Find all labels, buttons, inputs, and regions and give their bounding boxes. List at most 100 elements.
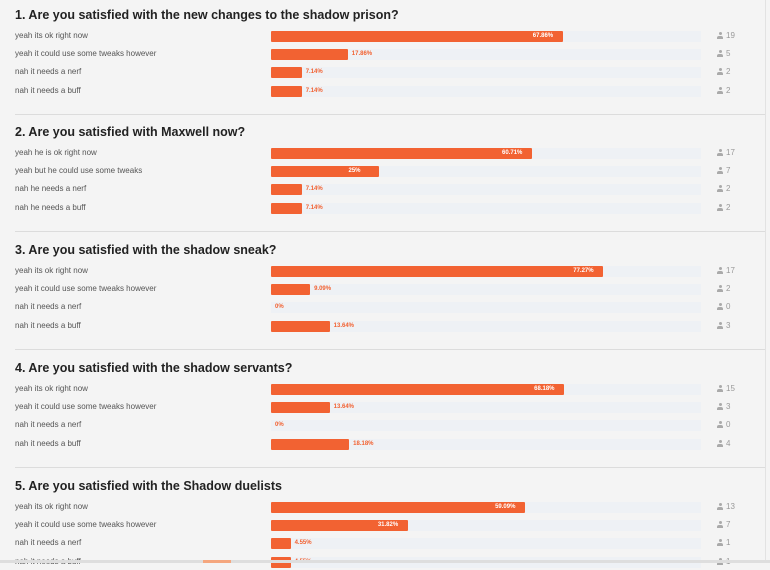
result-bar-track: 13.64% <box>271 402 701 413</box>
question-title: 4. Are you satisfied with the shadow ser… <box>15 361 293 375</box>
percent-label: 0% <box>275 304 284 310</box>
poll-option-row: nah it needs a nerf 0% 0 <box>0 301 765 315</box>
poll-option-row: yeah its ok right now 59.09% 13 <box>0 501 765 515</box>
vote-count-value: 2 <box>726 86 731 95</box>
percent-label: 31.82% <box>377 522 399 528</box>
vote-count-value: 17 <box>726 266 735 275</box>
percent-label: 0% <box>275 422 284 428</box>
user-icon <box>717 87 723 94</box>
result-bar-fill <box>271 439 350 450</box>
result-bar-track: 17.86% <box>271 49 701 60</box>
result-bar-track: 31.82% <box>271 520 701 531</box>
option-label: nah it needs a buff <box>15 439 81 448</box>
option-label: nah he needs a nerf <box>15 184 87 193</box>
scrollbar-thumb[interactable] <box>203 560 231 563</box>
vote-count-value: 17 <box>726 148 735 157</box>
result-bar-fill <box>271 49 348 60</box>
horizontal-scrollbar[interactable] <box>0 560 770 563</box>
user-icon <box>717 50 723 57</box>
user-icon <box>717 385 723 392</box>
vote-count: 5 <box>717 48 730 60</box>
vote-count: 19 <box>717 30 735 42</box>
vote-count: 1 <box>717 537 730 549</box>
result-bar-fill <box>271 166 379 177</box>
vote-count-value: 1 <box>726 538 731 547</box>
poll-option-row: yeah its ok right now 68.18% 15 <box>0 383 765 397</box>
poll-option-row: nah it needs a buff 7.14% 2 <box>0 85 765 99</box>
percent-label: 7.14% <box>305 88 323 94</box>
poll-option-row: yeah but he could use some tweaks 25% 7 <box>0 165 765 179</box>
option-label: yeah it could use some tweaks however <box>15 284 157 293</box>
user-icon <box>717 303 723 310</box>
poll-option-row: yeah it could use some tweaks however 17.… <box>0 48 765 62</box>
result-bar-track: 77.27% <box>271 266 701 277</box>
result-bar-fill <box>271 148 533 159</box>
option-label: yeah its ok right now <box>15 31 88 40</box>
poll-option-row: nah he needs a nerf 7.14% 2 <box>0 183 765 197</box>
vote-count-value: 15 <box>726 384 735 393</box>
vote-count: 2 <box>717 183 730 195</box>
result-bar-fill <box>271 502 526 513</box>
vote-count-value: 3 <box>726 321 731 330</box>
section-divider <box>15 231 765 232</box>
percent-label: 9.09% <box>314 286 332 292</box>
result-bar-track: 13.64% <box>271 321 701 332</box>
result-bar-fill <box>271 520 408 531</box>
poll-option-row: yeah its ok right now 67.86% 19 <box>0 30 765 44</box>
vote-count-value: 3 <box>726 402 731 411</box>
result-bar-fill <box>271 31 563 42</box>
user-icon <box>717 539 723 546</box>
vote-count: 3 <box>717 320 730 332</box>
percent-label: 18.18% <box>353 441 374 447</box>
percent-label: 77.27% <box>573 268 594 274</box>
user-icon <box>717 267 723 274</box>
vote-count: 3 <box>717 401 730 413</box>
result-bar-track: 9.09% <box>271 284 701 295</box>
result-bar-fill <box>271 321 330 332</box>
section-divider <box>15 114 765 115</box>
result-bar-track: 0% <box>271 302 701 313</box>
vote-count: 13 <box>717 501 735 513</box>
option-label: yeah but he could use some tweaks <box>15 166 143 175</box>
user-icon <box>717 285 723 292</box>
option-label: yeah its ok right now <box>15 266 88 275</box>
vote-count: 2 <box>717 202 730 214</box>
result-bar-track: 60.71% <box>271 148 701 159</box>
poll-option-row: yeah he is ok right now 60.71% 17 <box>0 147 765 161</box>
user-icon <box>717 403 723 410</box>
result-bar-track: 7.14% <box>271 203 701 214</box>
vote-count-value: 0 <box>726 302 731 311</box>
vote-count: 15 <box>717 383 735 395</box>
vote-count-value: 7 <box>726 520 731 529</box>
vote-count-value: 4 <box>726 439 731 448</box>
user-icon <box>717 32 723 39</box>
vote-count-value: 0 <box>726 420 731 429</box>
vote-count: 4 <box>717 438 730 450</box>
vote-count: 2 <box>717 283 730 295</box>
percent-label: 7.14% <box>305 205 323 211</box>
result-bar-track: 25% <box>271 166 701 177</box>
user-icon <box>717 167 723 174</box>
option-label: nah it needs a nerf <box>15 420 82 429</box>
option-label: nah it needs a nerf <box>15 538 82 547</box>
option-label: nah it needs a buff <box>15 86 81 95</box>
result-bar-fill <box>271 538 291 549</box>
user-icon <box>717 503 723 510</box>
poll-option-row: yeah its ok right now 77.27% 17 <box>0 265 765 279</box>
result-bar-track: 67.86% <box>271 31 701 42</box>
user-icon <box>717 149 723 156</box>
option-label: nah it needs a nerf <box>15 67 82 76</box>
user-icon <box>717 440 723 447</box>
poll-option-row: yeah it could use some tweaks however 31.… <box>0 519 765 533</box>
percent-label: 17.86% <box>351 51 373 57</box>
result-bar-fill <box>271 402 330 413</box>
poll-option-row: yeah it could use some tweaks however 9.0… <box>0 283 765 297</box>
percent-label: 68.18% <box>534 386 555 392</box>
user-icon <box>717 68 723 75</box>
user-icon <box>717 521 723 528</box>
result-bar-fill <box>271 384 565 395</box>
poll-option-row: nah he needs a buff 7.14% 2 <box>0 202 765 216</box>
vote-count-value: 5 <box>726 49 731 58</box>
option-label: nah he needs a buff <box>15 203 86 212</box>
